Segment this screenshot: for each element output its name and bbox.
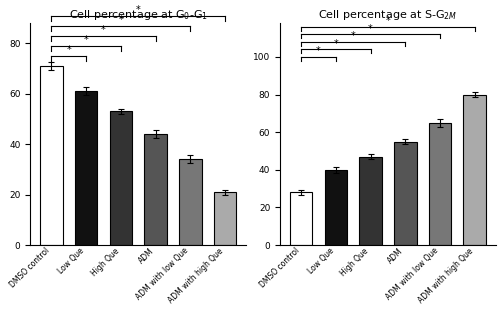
Bar [214, 192, 236, 245]
Text: *: * [351, 31, 356, 41]
Text: *: * [386, 16, 390, 26]
Bar [394, 142, 416, 245]
Text: *: * [316, 46, 321, 56]
Bar [75, 91, 98, 245]
Text: *: * [368, 24, 373, 34]
Title: Cell percentage at S-G$_{2M}$: Cell percentage at S-G$_{2M}$ [318, 7, 458, 22]
Bar [428, 123, 452, 245]
Bar [40, 66, 62, 245]
Bar [110, 111, 132, 245]
Title: Cell percentage at G$_0$-G$_1$: Cell percentage at G$_0$-G$_1$ [68, 7, 207, 22]
Text: *: * [101, 25, 106, 35]
Text: *: * [334, 39, 338, 49]
Bar [360, 157, 382, 245]
Bar [290, 193, 312, 245]
Bar [324, 170, 347, 245]
Text: *: * [66, 45, 71, 55]
Text: *: * [84, 35, 88, 45]
Text: *: * [118, 15, 123, 25]
Bar [144, 134, 167, 245]
Bar [179, 159, 202, 245]
Bar [464, 95, 486, 245]
Text: *: * [136, 5, 140, 15]
